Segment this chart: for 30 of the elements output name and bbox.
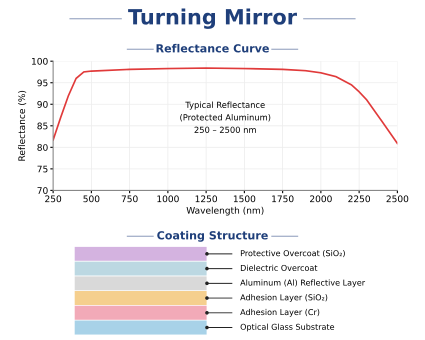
text: Dielectric Overcoat: [240, 264, 318, 271]
chart-subtitle: Reflectance Curve: [156, 44, 269, 53]
y-tick-label: 75: [38, 166, 48, 172]
text: Aluminum (Al) Reflective Layer: [240, 279, 366, 288]
text: Adhesion Layer (Cr): [240, 308, 320, 317]
x-tick-label: 2500: [386, 195, 408, 202]
x-tick-label: 500: [83, 195, 100, 202]
chart-title: Turning Mirror: [128, 8, 297, 29]
x-axis-title: Wavelength (nm): [186, 206, 264, 216]
x-tick-label: 2250: [348, 195, 370, 202]
x-tick-label: 750: [122, 195, 138, 202]
y-tick-label: 100: [32, 58, 48, 65]
x-tick-label: 1500: [234, 195, 256, 202]
y-tick-label: 80: [37, 144, 48, 151]
text: Adhesion Layer (SiO₂): [240, 294, 328, 302]
y-tick-label: 85: [37, 122, 48, 130]
x-tick-label: 1000: [157, 195, 179, 202]
x-tick-label: 250: [45, 195, 62, 202]
y-tick-label: 95: [37, 79, 48, 86]
x-tick-label: 1250: [196, 195, 218, 202]
x-tick-label: 2000: [310, 195, 332, 202]
annotation: Typical Reflectance (Protected Aluminum) 250 – 2500 nm: [180, 102, 270, 133]
y-axis-title: Reflectance (%): [18, 90, 26, 161]
text: Optical Glass Substrate: [240, 324, 334, 332]
x-tick-label: 1750: [272, 195, 294, 202]
text: Protective Overcoat (SiO₂): [240, 250, 345, 258]
line-series: [53, 67, 398, 144]
y-tick-label: 90: [37, 100, 48, 108]
y-tick-label: 70: [38, 187, 48, 194]
text: Coating Structure: [157, 230, 268, 242]
